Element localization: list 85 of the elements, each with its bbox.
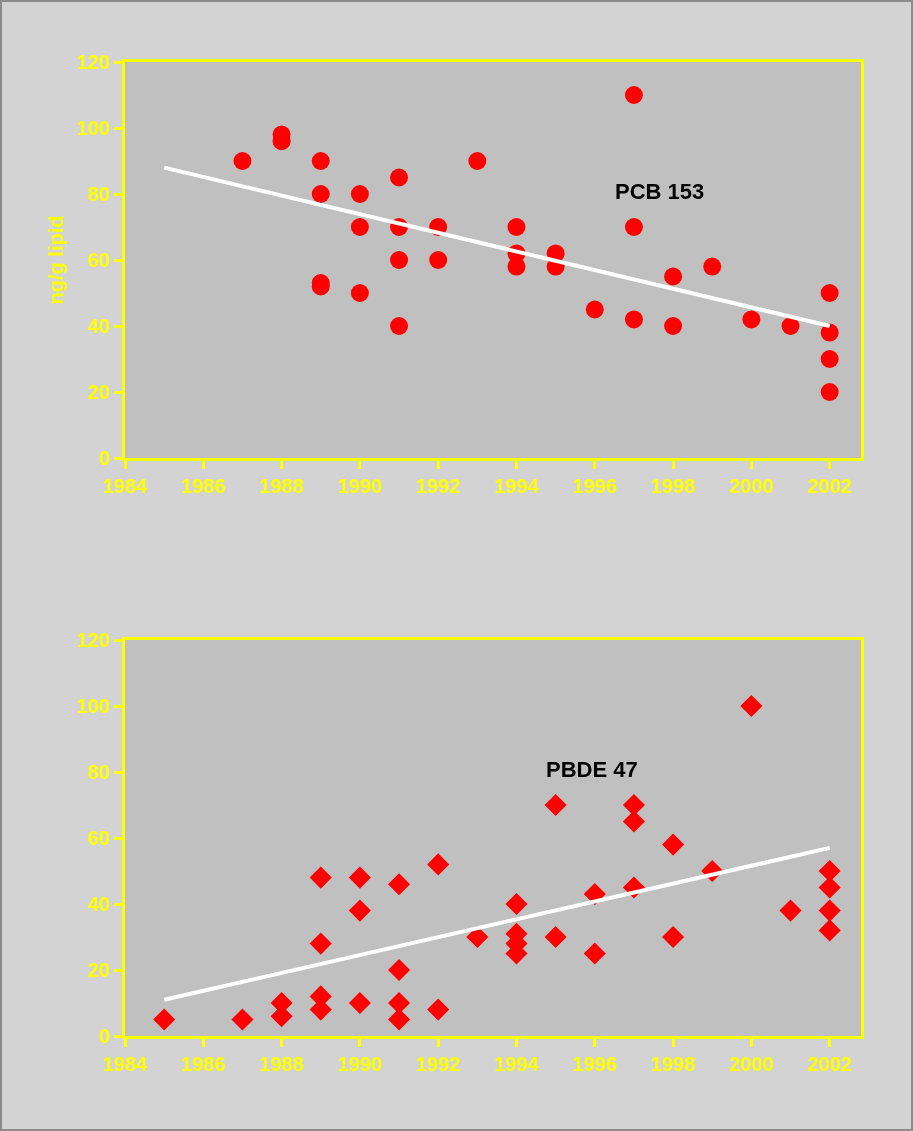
x-tick-label: 1990 (337, 1053, 383, 1075)
y-tick-label: 0 (98, 447, 110, 469)
point (387, 1008, 411, 1031)
x-tick-label: 1990 (337, 475, 383, 497)
point (818, 899, 841, 922)
x-tick-label: 2000 (729, 1053, 774, 1075)
point (468, 152, 487, 170)
y-tick-label: 40 (87, 893, 110, 915)
point (350, 185, 369, 203)
x-tick-label: 1998 (650, 1053, 696, 1075)
y-tick-label: 100 (76, 117, 110, 139)
point (348, 899, 371, 922)
point (544, 793, 567, 817)
point (818, 919, 841, 942)
point (390, 251, 409, 269)
point (387, 958, 411, 982)
x-tick-label: 1998 (650, 475, 696, 497)
x-tick-label: 1988 (259, 1053, 304, 1075)
y-tick-label: 80 (87, 761, 110, 783)
point (309, 932, 332, 955)
x-tick-label: 1992 (415, 475, 461, 497)
point (311, 152, 330, 170)
point (233, 152, 252, 170)
point (585, 300, 604, 319)
point (507, 218, 526, 236)
point (622, 810, 645, 833)
x-tick-label: 1986 (181, 475, 226, 497)
y-tick-label: 20 (87, 959, 110, 981)
y-tick-label: 40 (87, 315, 110, 337)
point (820, 350, 839, 368)
x-tick-label: 2000 (729, 475, 774, 497)
x-tick-label: 1988 (259, 475, 304, 497)
y-tick-label: 60 (87, 249, 110, 271)
point (818, 876, 841, 899)
point (820, 383, 839, 401)
y-tick-label: 100 (76, 695, 110, 717)
point (153, 1008, 176, 1031)
point (624, 218, 643, 236)
x-tick-label: 1994 (494, 1053, 540, 1075)
x-tick-label: 1984 (102, 475, 149, 497)
annotation: PCB 153 (615, 179, 705, 204)
point (742, 310, 761, 329)
point (309, 866, 332, 889)
point (624, 86, 643, 104)
point (387, 873, 411, 896)
annotation: PBDE 47 (546, 757, 638, 782)
point (703, 257, 722, 276)
x-tick-label: 1992 (415, 1053, 461, 1075)
y-tick-label: 120 (76, 51, 110, 73)
x-tick-label: 2002 (807, 475, 852, 497)
point (429, 251, 448, 269)
point (820, 284, 839, 302)
point (427, 853, 450, 876)
x-tick-label: 1984 (102, 1053, 149, 1075)
point (624, 310, 643, 329)
y-tick-label: 0 (98, 1025, 110, 1047)
x-tick-label: 2002 (807, 1053, 852, 1075)
point (311, 185, 330, 203)
y-tick-label: 120 (76, 629, 110, 651)
point (427, 998, 450, 1021)
x-tick-label: 1986 (181, 1053, 226, 1075)
point (544, 925, 567, 949)
point (348, 866, 371, 889)
point (740, 694, 763, 718)
x-tick-label: 1996 (572, 1053, 618, 1075)
point (350, 284, 369, 302)
y-tick-label: 20 (87, 381, 110, 403)
point (779, 899, 802, 922)
point (390, 168, 409, 187)
point (390, 317, 409, 335)
point (662, 833, 685, 856)
point (505, 892, 528, 916)
point (664, 317, 683, 335)
point (231, 1008, 254, 1031)
x-tick-label: 1996 (572, 475, 618, 497)
point (781, 317, 800, 335)
point (350, 218, 369, 236)
y-tick-label: 80 (87, 183, 110, 205)
x-tick-label: 1994 (494, 475, 540, 497)
y-tick-label: 60 (87, 827, 110, 849)
point (348, 991, 371, 1015)
point (583, 942, 606, 965)
point (662, 925, 685, 949)
point (664, 267, 683, 286)
y-axis-title: ng/g lipid (45, 215, 68, 305)
